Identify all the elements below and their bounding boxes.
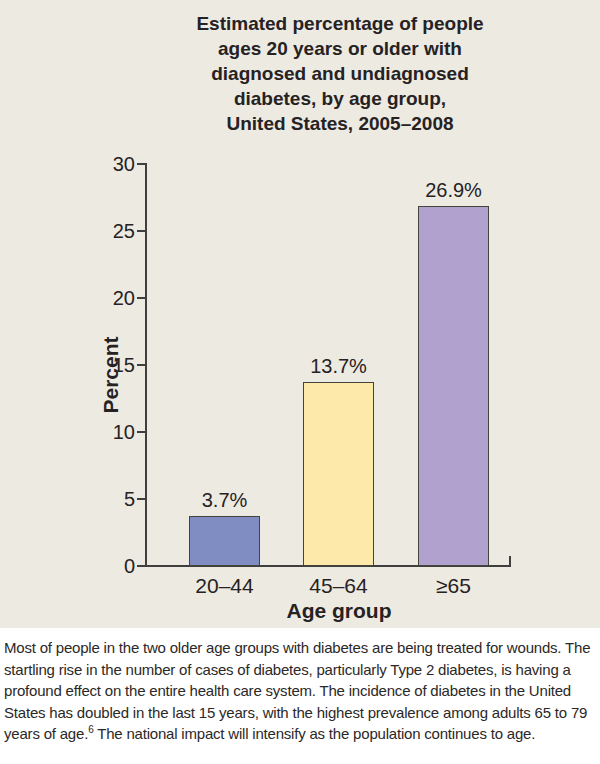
bar-value-label: 26.9% [404, 179, 504, 201]
caption-text-cont: The national impact will intensify as th… [94, 725, 536, 742]
bar-value-label: 13.7% [289, 355, 389, 377]
caption: Most of people in the two older age grou… [4, 637, 598, 745]
bar-45–64 [303, 382, 374, 566]
y-tick-label: 25 [75, 220, 135, 242]
page: Estimated percentage of people ages 20 y… [0, 0, 600, 764]
chart-panel: Estimated percentage of people ages 20 y… [0, 0, 600, 628]
y-axis-line [145, 163, 147, 567]
bar-20–44 [189, 516, 260, 566]
y-tick-label: 10 [75, 421, 135, 443]
y-tick-label: 5 [75, 488, 135, 510]
x-tick-label: ≥65 [404, 575, 504, 597]
bar-value-label: 3.7% [175, 489, 275, 511]
chart-title: Estimated percentage of people ages 20 y… [90, 11, 590, 136]
bar-≥65 [418, 206, 489, 566]
x-tick-label: 45–64 [289, 575, 389, 597]
y-tick-label: 0 [75, 555, 135, 577]
x-axis-label: Age group [239, 599, 439, 623]
y-tick-label: 30 [75, 153, 135, 175]
y-tick-label: 15 [75, 354, 135, 376]
y-tick-label: 20 [75, 287, 135, 309]
x-axis-end-tick [509, 556, 511, 566]
x-tick-label: 20–44 [175, 575, 275, 597]
